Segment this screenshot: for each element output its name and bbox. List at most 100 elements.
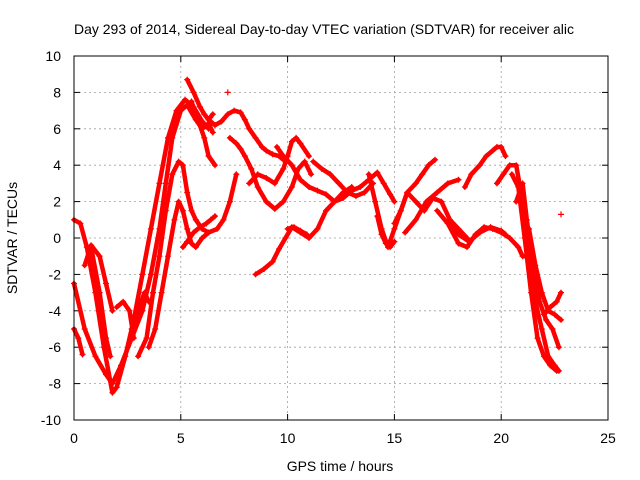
- x-tick-label: 20: [493, 430, 509, 446]
- data-point: [109, 380, 116, 387]
- data-point: [305, 153, 312, 160]
- data-point: [214, 225, 221, 232]
- data-point: [77, 220, 84, 227]
- data-point: [523, 216, 530, 223]
- data-point: [344, 189, 351, 196]
- data-point: [357, 184, 364, 191]
- series-line: [274, 144, 397, 204]
- data-point: [397, 207, 404, 214]
- data-point: [226, 134, 233, 141]
- data-point: [92, 353, 99, 360]
- data-point: [241, 116, 248, 123]
- data-point: [184, 189, 191, 196]
- data-point: [96, 253, 103, 260]
- data-point: [263, 147, 270, 154]
- data-point: [391, 198, 398, 205]
- data-point: [431, 156, 438, 163]
- data-point: [314, 225, 321, 232]
- data-point: [175, 198, 182, 205]
- data-point: [538, 289, 545, 296]
- data-point: [128, 326, 135, 332]
- series-track-26: [461, 144, 509, 191]
- data-point: [335, 180, 342, 187]
- data-point: [361, 189, 368, 196]
- series-line: [146, 199, 211, 350]
- series-track-15: [246, 134, 312, 187]
- data-point: [481, 224, 488, 231]
- data-point: [192, 216, 199, 223]
- data-point: [382, 240, 389, 247]
- data-point: [323, 191, 330, 198]
- series-track-5: [88, 244, 114, 360]
- y-tick-label: -2: [49, 266, 62, 282]
- data-point: [297, 227, 304, 234]
- data-point: [455, 225, 462, 232]
- data-point: [549, 326, 556, 332]
- series-track-21: [374, 213, 398, 251]
- data-point: [231, 107, 238, 114]
- series-track-17: [284, 224, 310, 238]
- data-point: [305, 184, 312, 191]
- data-point: [271, 180, 278, 187]
- x-tick-label: 0: [70, 430, 78, 446]
- data-point: [188, 207, 195, 214]
- data-point: [192, 244, 199, 251]
- data-point: [75, 335, 82, 342]
- data-point: [280, 198, 287, 205]
- data-point: [107, 353, 114, 360]
- data-point: [269, 151, 276, 158]
- data-point: [558, 211, 565, 218]
- data-point: [508, 171, 515, 178]
- data-point: [96, 289, 103, 296]
- data-point: [179, 244, 186, 251]
- data-point: [248, 165, 255, 172]
- data-point: [438, 198, 445, 205]
- data-point: [425, 162, 432, 169]
- data-point: [540, 353, 547, 360]
- data-point: [327, 171, 334, 178]
- data-point: [280, 165, 287, 172]
- data-point: [103, 280, 110, 287]
- data-point: [252, 134, 259, 141]
- series-track-23: [402, 176, 462, 236]
- series-line: [509, 172, 559, 374]
- series-track-12: [188, 98, 218, 169]
- data-point: [303, 231, 310, 238]
- data-point: [194, 116, 201, 123]
- data-point: [152, 326, 159, 332]
- data-point: [237, 145, 244, 152]
- data-point: [493, 180, 500, 187]
- series-line: [129, 290, 152, 332]
- data-point: [374, 169, 381, 176]
- data-point: [305, 235, 312, 241]
- data-point: [207, 216, 214, 223]
- y-tick-label: -8: [49, 376, 62, 392]
- data-point: [519, 180, 526, 187]
- x-axis-ticks: 0 5 10 15 20 25: [70, 56, 616, 446]
- series-line: [246, 135, 312, 186]
- data-point: [269, 258, 276, 265]
- data-point: [171, 216, 178, 223]
- y-tick-label: 4: [53, 157, 61, 173]
- data-point: [489, 147, 496, 154]
- data-point: [261, 265, 268, 272]
- data-point: [489, 225, 496, 232]
- y-tick-label: 0: [53, 230, 61, 246]
- data-point: [113, 304, 120, 311]
- data-point: [498, 229, 505, 236]
- data-point: [380, 180, 387, 187]
- data-point: [476, 162, 483, 169]
- series-track-29: [508, 171, 560, 374]
- data-point: [553, 298, 560, 305]
- data-point: [374, 213, 381, 220]
- chart-title: Day 293 of 2014, Sidereal Day-to-day VTE…: [74, 21, 574, 37]
- data-point: [472, 231, 479, 238]
- data-point: [233, 171, 240, 178]
- y-tick-label: -10: [41, 412, 61, 428]
- data-point: [252, 271, 259, 278]
- x-axis-label: GPS time / hours: [287, 458, 394, 474]
- data-point: [120, 298, 127, 305]
- data-point: [109, 307, 116, 314]
- y-tick-label: 6: [53, 121, 61, 137]
